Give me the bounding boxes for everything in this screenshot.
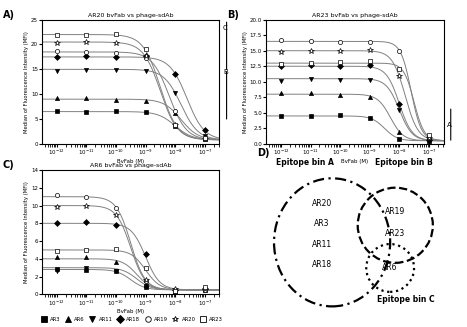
Text: Epitope bin A: Epitope bin A <box>276 159 334 167</box>
Text: C: C <box>223 25 228 31</box>
X-axis label: BvFab (M): BvFab (M) <box>341 159 368 164</box>
Title: AR20 bvFab vs phage-sdAb: AR20 bvFab vs phage-sdAb <box>88 13 174 18</box>
Text: A: A <box>447 122 452 128</box>
Text: AR20: AR20 <box>311 198 332 208</box>
X-axis label: BvFab (M): BvFab (M) <box>117 159 144 164</box>
Text: AR6: AR6 <box>382 264 398 272</box>
Title: AR23 bvFab vs phage-sdAb: AR23 bvFab vs phage-sdAb <box>312 13 398 18</box>
Text: AR23: AR23 <box>385 229 405 238</box>
Text: B): B) <box>227 10 239 20</box>
X-axis label: BvFab (M): BvFab (M) <box>117 309 144 314</box>
Text: C): C) <box>3 160 15 170</box>
Text: AR18: AR18 <box>312 260 332 269</box>
Text: B: B <box>223 69 228 75</box>
Text: Epitope bin B: Epitope bin B <box>375 159 433 167</box>
Text: Epitope bin C: Epitope bin C <box>377 295 435 304</box>
Text: AR3: AR3 <box>314 219 330 228</box>
Y-axis label: Median of Fluorescence Intensity (MFI): Median of Fluorescence Intensity (MFI) <box>24 181 29 283</box>
Y-axis label: Median of Fluorescence Intensity (MFI): Median of Fluorescence Intensity (MFI) <box>24 31 29 133</box>
Text: A): A) <box>3 10 15 20</box>
Text: AR11: AR11 <box>312 240 332 249</box>
Text: D): D) <box>257 148 269 158</box>
Text: AR19: AR19 <box>385 207 405 216</box>
Legend: AR3, AR6, AR11, AR18, AR19, AR20, AR23: AR3, AR6, AR11, AR18, AR19, AR20, AR23 <box>36 315 226 324</box>
Y-axis label: Median of Fluorescence Intensity (MFI): Median of Fluorescence Intensity (MFI) <box>243 31 248 133</box>
Title: AR6 bvFab vs phage-sdAb: AR6 bvFab vs phage-sdAb <box>90 163 171 168</box>
